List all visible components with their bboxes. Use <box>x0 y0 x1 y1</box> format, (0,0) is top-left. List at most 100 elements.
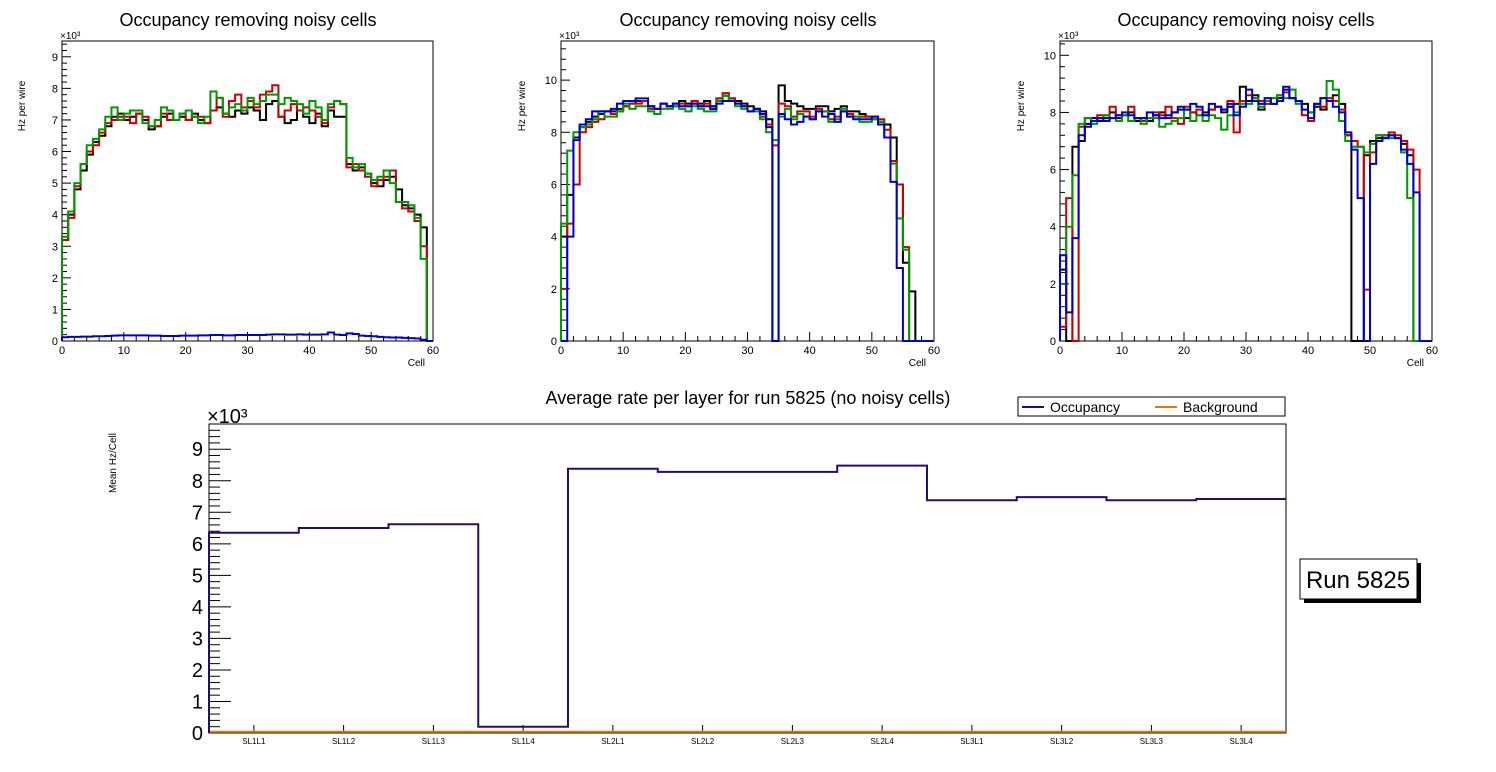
x-tick-label: 20 <box>1178 345 1190 357</box>
x-tick-label: 50 <box>866 345 878 357</box>
series-line-layer4 <box>1059 85 1432 342</box>
run-label-box: Run 5825 <box>1299 558 1421 603</box>
x-tick-label: 50 <box>1364 345 1376 357</box>
y-tick-label: 6 <box>551 179 557 191</box>
legend-label-occupancy: Occupancy <box>1050 399 1120 415</box>
histogram-panel-3: Occupancy removing noisy cells 0 2 4 6 8 10 0 10… <box>1016 10 1438 369</box>
plot-frame <box>560 40 935 342</box>
y-tick-label: 10 <box>1044 50 1056 62</box>
x-tick-label: 10 <box>1116 345 1128 357</box>
chart-title: Occupancy removing noisy cells <box>1117 10 1374 30</box>
y-tick-label: 5 <box>52 178 58 190</box>
x-tick-label: 60 <box>1426 345 1438 357</box>
x-category-label: SL2L4 <box>871 737 895 746</box>
x-category-label: SL1L3 <box>422 737 446 746</box>
series-line-layer2 <box>560 92 934 342</box>
series-line-layer3 <box>61 90 433 342</box>
y-axis-label: Mean Hz/Cell <box>108 433 119 493</box>
y-tick-label: 3 <box>52 241 58 253</box>
y-tick-label: 9 <box>52 52 58 64</box>
y-tick-label: 2 <box>551 284 557 296</box>
x-tick-label: 10 <box>118 345 130 357</box>
series-line-layer2 <box>1059 91 1432 342</box>
series-line-layer1 <box>1059 85 1432 342</box>
y-tick-label: 2 <box>1050 279 1056 291</box>
y-axis-label: Hz per wire <box>17 80 28 131</box>
x-category-label: SL3L2 <box>1050 737 1074 746</box>
y-tick-label: 0 <box>1050 336 1056 348</box>
x-category-label: SL3L1 <box>960 737 984 746</box>
chart-title: Average rate per layer for run 5825 (no … <box>546 388 951 408</box>
chart-title: Occupancy removing noisy cells <box>619 10 876 30</box>
y-exponent-label: ×10³ <box>207 406 248 428</box>
y-tick-label: 8 <box>551 127 557 139</box>
x-axis-label: Cell <box>408 358 425 369</box>
histogram-panel-2: Occupancy removing noisy cells 0 2 4 6 8 10 0 10… <box>517 10 940 369</box>
legend-label-background: Background <box>1183 399 1258 415</box>
series-line-layer2 <box>61 84 433 342</box>
x-tick-label: 40 <box>804 345 816 357</box>
x-category-label: SL1L1 <box>242 737 266 746</box>
y-tick-label: 4 <box>551 232 557 244</box>
plot-frame <box>208 423 1287 734</box>
y-exponent-label: ×10³ <box>1058 31 1079 42</box>
y-tick-label: 9 <box>192 439 203 461</box>
x-tick-label: 40 <box>1302 345 1314 357</box>
x-category-label: SL3L4 <box>1230 737 1254 746</box>
series-line-layer3 <box>1059 80 1432 342</box>
y-tick-label: 4 <box>1050 222 1056 234</box>
y-axis-label: Hz per wire <box>1016 80 1027 131</box>
x-tick-label: 0 <box>1057 345 1063 357</box>
series-line-occupancy <box>208 464 1286 733</box>
x-tick-label: 10 <box>617 345 629 357</box>
x-tick-label: 20 <box>180 345 192 357</box>
legend: Occupancy Background <box>1017 396 1286 417</box>
series-line-layer3 <box>560 94 934 342</box>
x-axis-label: Cell <box>1407 358 1424 369</box>
x-tick-label: 30 <box>741 345 753 357</box>
chart-title: Occupancy removing noisy cells <box>119 10 376 30</box>
y-tick-label: 2 <box>52 273 58 285</box>
x-tick-label: 60 <box>427 345 439 357</box>
y-tick-label: 8 <box>52 83 58 95</box>
run-label: Run 5825 <box>1306 567 1410 594</box>
x-tick-label: 20 <box>679 345 691 357</box>
x-axis-label: Cell <box>909 358 926 369</box>
y-tick-label: 8 <box>1050 107 1056 119</box>
y-tick-label: 6 <box>52 147 58 159</box>
x-category-label: SL2L3 <box>781 737 805 746</box>
y-tick-label: 0 <box>551 336 557 348</box>
y-tick-label: 7 <box>192 502 203 524</box>
y-exponent-label: ×10³ <box>60 31 81 42</box>
y-tick-label: 3 <box>192 628 203 650</box>
x-category-label: SL3L3 <box>1140 737 1164 746</box>
y-tick-label: 4 <box>192 597 203 619</box>
series-line-layer1 <box>61 100 433 342</box>
legend-box <box>1017 396 1286 417</box>
histogram-panel-1: Occupancy removing noisy cells 0 1 2 3 4 5 6 7 8 9… <box>17 10 439 369</box>
average-rate-panel: Average rate per layer for run 5825 (no … <box>108 388 1287 746</box>
x-category-label: SL1L4 <box>512 737 536 746</box>
y-tick-label: 5 <box>192 565 203 587</box>
series-line-layer4 <box>561 97 934 342</box>
x-category-label: SL2L1 <box>601 737 625 746</box>
y-axis-label: Hz per wire <box>517 80 528 131</box>
x-category-label: SL1L2 <box>332 737 356 746</box>
y-tick-label: 1 <box>52 304 58 316</box>
plot-frame <box>61 40 434 342</box>
y-tick-label: 6 <box>192 534 203 556</box>
x-tick-label: 40 <box>303 345 315 357</box>
x-tick-label: 0 <box>59 345 65 357</box>
y-tick-label: 2 <box>192 660 203 682</box>
y-tick-label: 10 <box>545 75 557 87</box>
x-tick-label: 50 <box>365 345 377 357</box>
series-line-background <box>208 730 1286 733</box>
y-tick-label: 7 <box>52 115 58 127</box>
run-label-frame <box>1299 558 1418 600</box>
y-tick-label: 8 <box>192 471 203 493</box>
y-tick-label: 1 <box>192 691 203 713</box>
x-category-label: SL2L2 <box>691 737 715 746</box>
y-tick-label: 0 <box>52 336 58 348</box>
y-tick-label: 4 <box>52 210 58 222</box>
